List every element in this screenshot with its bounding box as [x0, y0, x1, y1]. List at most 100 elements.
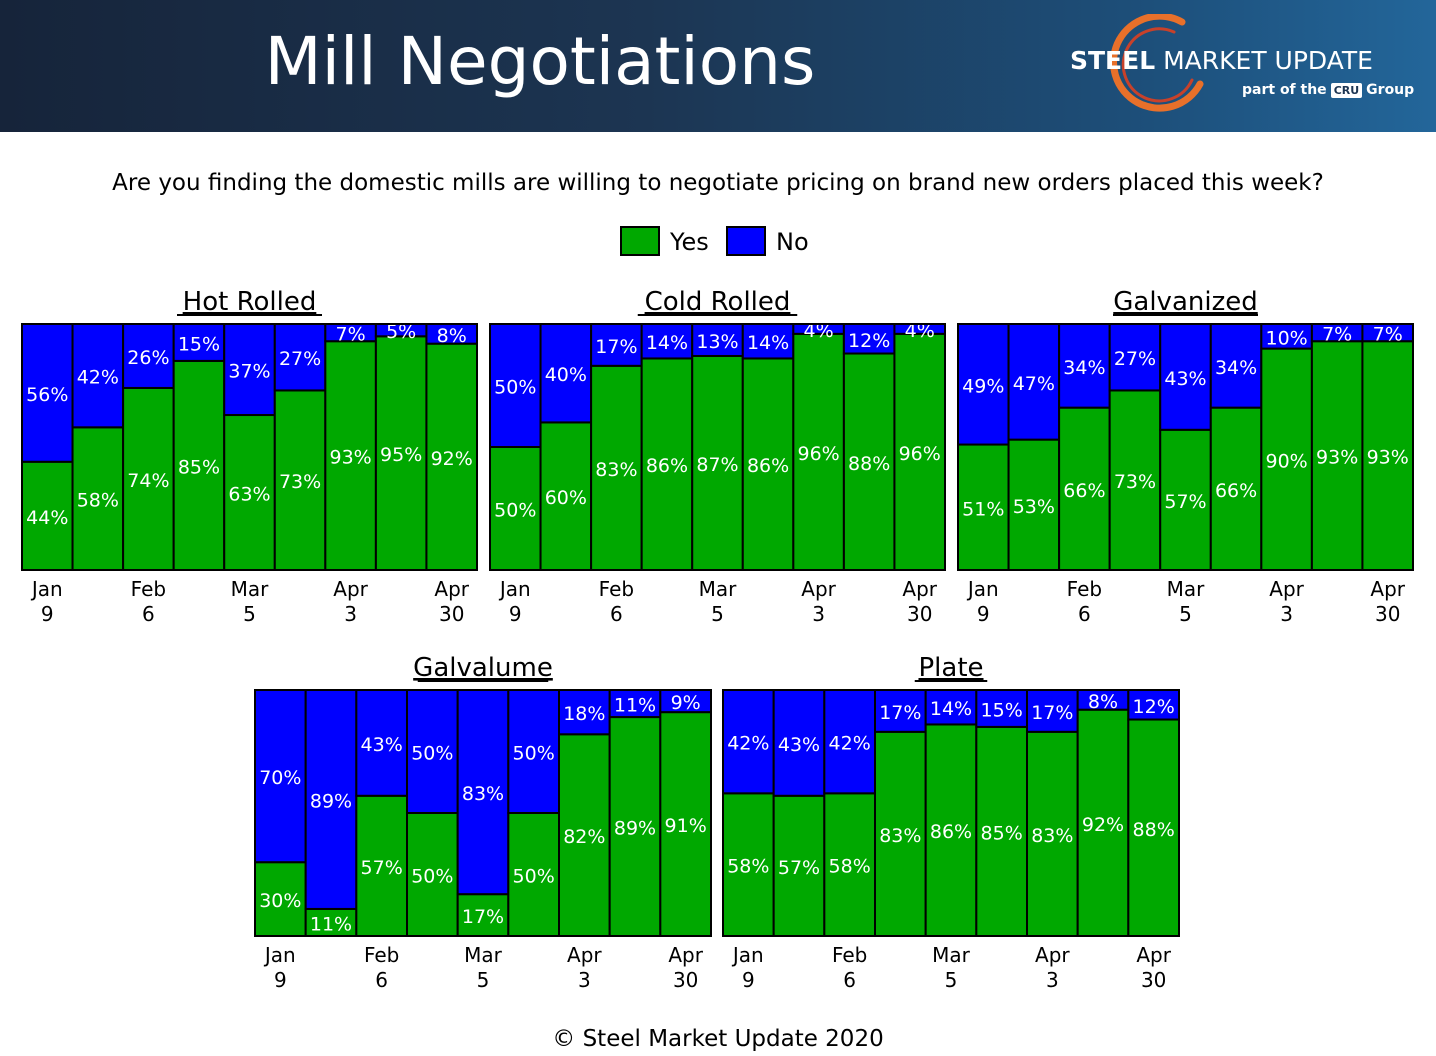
x-tick-label: Mar 5	[231, 577, 270, 626]
data-label-yes: 50%	[411, 866, 453, 888]
logo-subtitle: part of the CRU Group	[1242, 82, 1414, 98]
data-label-no: 42%	[77, 367, 119, 389]
logo-name-bold: STEEL	[1070, 46, 1156, 75]
chart-title-galvanized: Galvanized	[1113, 287, 1257, 317]
data-label-yes: 73%	[1114, 471, 1156, 493]
data-label-no: 10%	[1265, 327, 1307, 349]
bar-no	[842, 323, 896, 355]
data-label-yes: 87%	[696, 454, 738, 476]
data-label-yes: 90%	[1265, 450, 1307, 472]
data-label-yes: 82%	[563, 826, 605, 848]
x-tick-label: Feb 6	[599, 577, 634, 626]
x-tick-label: Apr 30	[1370, 577, 1405, 626]
bar-no	[608, 689, 662, 719]
data-label-yes: 95%	[380, 444, 422, 466]
data-label-yes: 86%	[930, 821, 972, 843]
legend-label-no: No	[776, 228, 809, 256]
data-label-no: 17%	[879, 702, 921, 724]
bar-yes	[691, 354, 744, 572]
data-label-no: 50%	[513, 743, 555, 765]
plot-frame	[957, 323, 1414, 571]
x-tick-label: Jan 9	[263, 943, 296, 992]
bar-no	[1108, 323, 1162, 392]
x-tick-label: Apr 3	[801, 577, 836, 626]
data-label-no: 50%	[494, 377, 536, 399]
x-tick-label: Apr 30	[902, 577, 937, 626]
data-label-yes: 93%	[329, 447, 371, 469]
data-label-no: 89%	[310, 790, 352, 812]
x-tick-label: Mar 5	[699, 577, 738, 626]
data-label-no: 42%	[829, 733, 871, 755]
data-label-yes: 17%	[462, 906, 504, 928]
x-tick-label: Jan 9	[498, 577, 531, 626]
data-label-yes: 50%	[494, 500, 536, 522]
x-tick-label: Feb 6	[364, 943, 399, 992]
data-label-yes: 88%	[848, 453, 890, 475]
data-label-yes: 93%	[1367, 447, 1409, 469]
data-label-yes: 86%	[747, 455, 789, 477]
x-tick-label: Jan 9	[731, 943, 764, 992]
data-label-no: 43%	[778, 734, 820, 756]
data-label-yes: 96%	[797, 443, 839, 465]
data-label-yes: 74%	[127, 470, 169, 492]
data-label-no: 5%	[386, 321, 416, 343]
chart-galvalume: Galvalume 30% 70% 11% 89% 57% 43% 50% 50% 17% 83% 5…	[254, 653, 712, 992]
data-label-no: 50%	[411, 743, 453, 765]
chart-title-galvalume: Galvalume	[413, 653, 553, 683]
data-label-no: 37%	[228, 361, 270, 383]
data-label-no: 14%	[747, 332, 789, 354]
data-label-yes: 73%	[279, 471, 321, 493]
chart-cold-rolled: Cold Rolled 50% 50% 60% 40% 83% 17% 86% 14% 87% 13…	[489, 287, 947, 626]
bar-yes	[304, 907, 358, 938]
bar-yes	[273, 389, 327, 572]
x-tick-label: Apr 30	[668, 943, 703, 992]
data-label-no: 27%	[279, 348, 321, 370]
bar-no	[722, 689, 775, 795]
data-label-yes: 58%	[829, 856, 871, 878]
data-label-yes: 57%	[778, 857, 820, 879]
data-label-yes: 51%	[962, 498, 1004, 520]
bar-yes	[842, 352, 896, 571]
bar-no	[874, 689, 927, 733]
data-label-yes: 44%	[26, 507, 68, 529]
data-label-no: 11%	[614, 695, 656, 717]
x-tick-label: Mar 5	[464, 943, 503, 992]
plot-frame	[21, 323, 478, 571]
data-label-yes: 66%	[1063, 480, 1105, 502]
plot-frame	[722, 689, 1180, 937]
data-label-no: 34%	[1215, 357, 1257, 379]
x-tick-label: Apr 3	[1269, 577, 1304, 626]
bar-no	[1058, 323, 1111, 409]
data-label-no: 26%	[127, 347, 169, 369]
bar-yes	[539, 421, 593, 571]
bar-yes	[355, 794, 409, 938]
bar-no	[507, 689, 561, 814]
data-label-no: 8%	[437, 325, 467, 347]
bar-no	[1159, 323, 1212, 431]
data-label-no: 15%	[178, 333, 220, 355]
data-label-yes: 83%	[879, 825, 921, 847]
bar-yes	[223, 414, 276, 571]
data-label-no: 47%	[1013, 373, 1055, 395]
logo-name: STEEL MARKET UPDATE	[1070, 46, 1373, 75]
data-label-no: 4%	[804, 320, 834, 342]
page-title: Mill Negotiations	[264, 23, 816, 100]
data-label-no: 9%	[671, 692, 701, 714]
data-label-no: 43%	[361, 734, 403, 756]
data-label-yes: 91%	[665, 815, 707, 837]
chart-title-plate: Plate	[918, 653, 983, 683]
bar-no	[489, 323, 542, 448]
x-tick-label: Mar 5	[932, 943, 971, 992]
data-label-yes: 50%	[513, 866, 555, 888]
data-label-yes: 85%	[178, 456, 220, 478]
data-label-no: 49%	[962, 375, 1004, 397]
data-label-yes: 88%	[1133, 819, 1175, 841]
data-label-yes: 93%	[1316, 447, 1358, 469]
legend-label-yes: Yes	[670, 228, 709, 256]
x-tick-label: Apr 3	[567, 943, 602, 992]
chart-plate: Plate 58% 42% 57% 43% 58% 42% 83% 17% 86% 14% 85% 15…	[722, 653, 1181, 992]
data-label-no: 43%	[1164, 368, 1206, 390]
data-label-yes: 92%	[1082, 814, 1124, 836]
x-tick-label: Feb 6	[131, 577, 166, 626]
